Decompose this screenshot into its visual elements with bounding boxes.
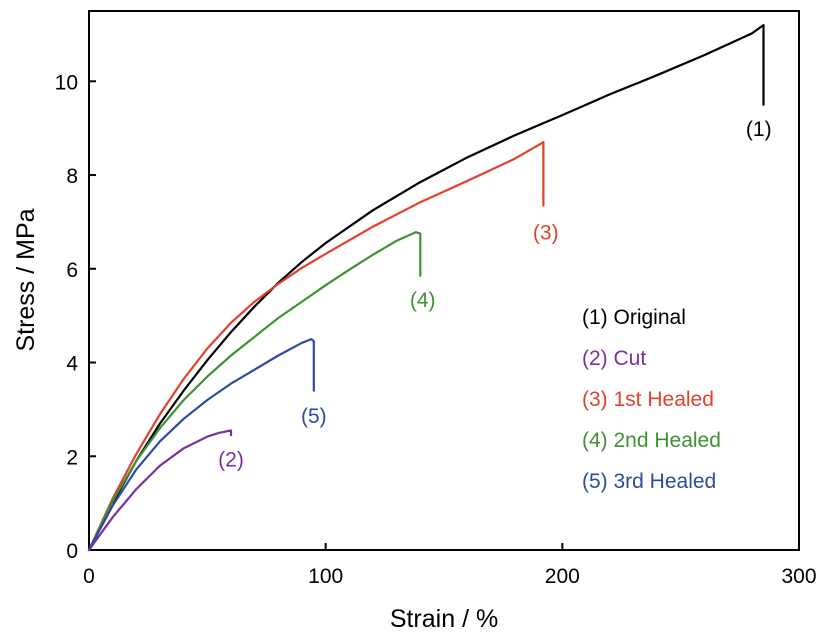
legend-entry-original: (1) Original [582,306,686,329]
series-line-2nd-healed [87,231,422,552]
plot-frame [88,10,800,551]
x-axis-ticks: 0 100 200 300 [83,543,817,588]
y-tick-label: 2 [66,446,78,469]
y-tick-label: 6 [66,259,78,282]
y-axis-ticks: 0 2 4 6 8 10 [55,71,96,563]
legend: (1) Original (2) Cut (3) 1st Healed (4) 2nd… [582,306,721,493]
series-line-1st-healed [87,141,545,552]
x-tick-label: 300 [781,565,816,588]
series-lines [87,24,765,552]
legend-entry-cut: (2) Cut [582,347,646,370]
series-end-label-2nd-healed: (4) [410,289,436,312]
series-end-labels: (1) (2) (3) (4) (5) [218,118,771,471]
legend-entry-1st-healed: (3) 1st Healed [582,388,714,411]
legend-entry-2nd-healed: (4) 2nd Healed [582,429,721,452]
series-end-label-cut: (2) [218,449,244,472]
legend-entry-3rd-healed: (5) 3rd Healed [582,470,716,493]
y-tick-label: 0 [66,540,78,563]
x-axis-title: Strain / % [390,605,498,633]
series-end-label-1st-healed: (3) [533,221,559,244]
y-tick-label: 8 [66,165,78,188]
y-tick-label: 10 [55,71,78,94]
x-tick-label: 0 [83,565,95,588]
y-tick-label: 4 [66,353,78,376]
x-tick-label: 200 [545,565,580,588]
series-end-label-3rd-healed: (5) [301,405,327,428]
series-end-label-original: (1) [746,118,772,141]
x-tick-label: 100 [308,565,343,588]
series-line-3rd-healed [87,338,315,552]
series-line-original [87,24,765,552]
series-line-cut [87,429,233,552]
y-axis-title: Stress / MPa [12,208,40,351]
